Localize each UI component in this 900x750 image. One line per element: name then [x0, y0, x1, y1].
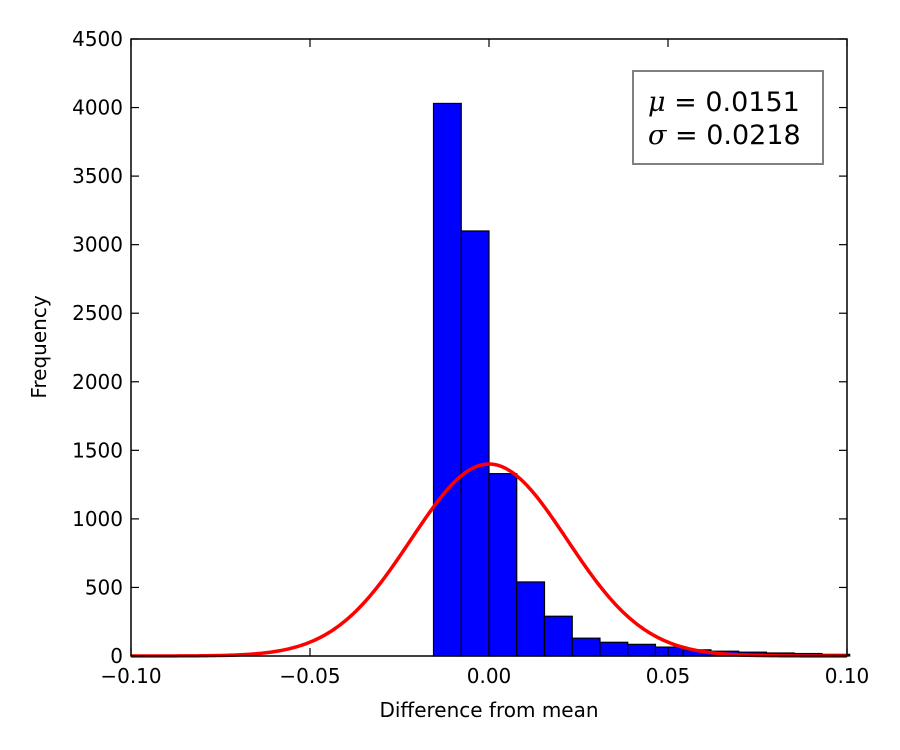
x-axis-label: Difference from mean [379, 698, 598, 722]
y-axis-label: Frequency [27, 295, 51, 398]
y-tick-label: 4500 [72, 27, 123, 51]
x-tick-label: 0.00 [467, 664, 512, 688]
y-tick-label: 2500 [72, 301, 123, 325]
y-tick-label: 0 [110, 644, 123, 668]
histogram-bar [460, 230, 490, 657]
y-tick-label: 1500 [72, 438, 123, 462]
mu-stat-text: μ = 0.0151 [648, 87, 800, 118]
histogram-bar [627, 643, 657, 657]
y-tick-label: 1000 [72, 507, 123, 531]
y-tick-label: 500 [85, 575, 123, 599]
mu-value: = 0.0151 [666, 87, 800, 118]
y-tick-label: 3000 [72, 233, 123, 257]
sigma-stat-text: σ = 0.0218 [648, 120, 801, 151]
mu-symbol: μ [648, 87, 666, 118]
x-tick-label: −0.10 [100, 664, 161, 688]
y-tick-label: 2000 [72, 370, 123, 394]
sigma-symbol: σ [648, 120, 668, 151]
y-tick-label: 4000 [72, 96, 123, 120]
histogram-bar [516, 581, 546, 657]
histogram-bar [571, 637, 601, 657]
histogram-bar [599, 641, 629, 657]
x-axis-ticks: −0.10 −0.05 0.00 0.05 0.10 [100, 39, 869, 688]
histogram-bar [654, 646, 684, 657]
stats-box-frame [632, 70, 824, 165]
histogram-bar [432, 102, 462, 657]
stats-box: μ = 0.0151 σ = 0.0218 [632, 70, 824, 165]
x-tick-label: −0.05 [279, 664, 340, 688]
histogram-bars [432, 102, 851, 657]
y-tick-label: 3500 [72, 164, 123, 188]
x-tick-label: 0.05 [646, 664, 691, 688]
sigma-value: = 0.0218 [666, 120, 800, 151]
histogram-bar [488, 473, 518, 657]
histogram-bar [543, 615, 573, 657]
normal-fit-curve [131, 462, 847, 658]
x-tick-label: 0.10 [825, 664, 870, 688]
y-axis-ticks: 0 500 1000 1500 2000 2500 3000 3500 4000 4500 [72, 27, 847, 668]
